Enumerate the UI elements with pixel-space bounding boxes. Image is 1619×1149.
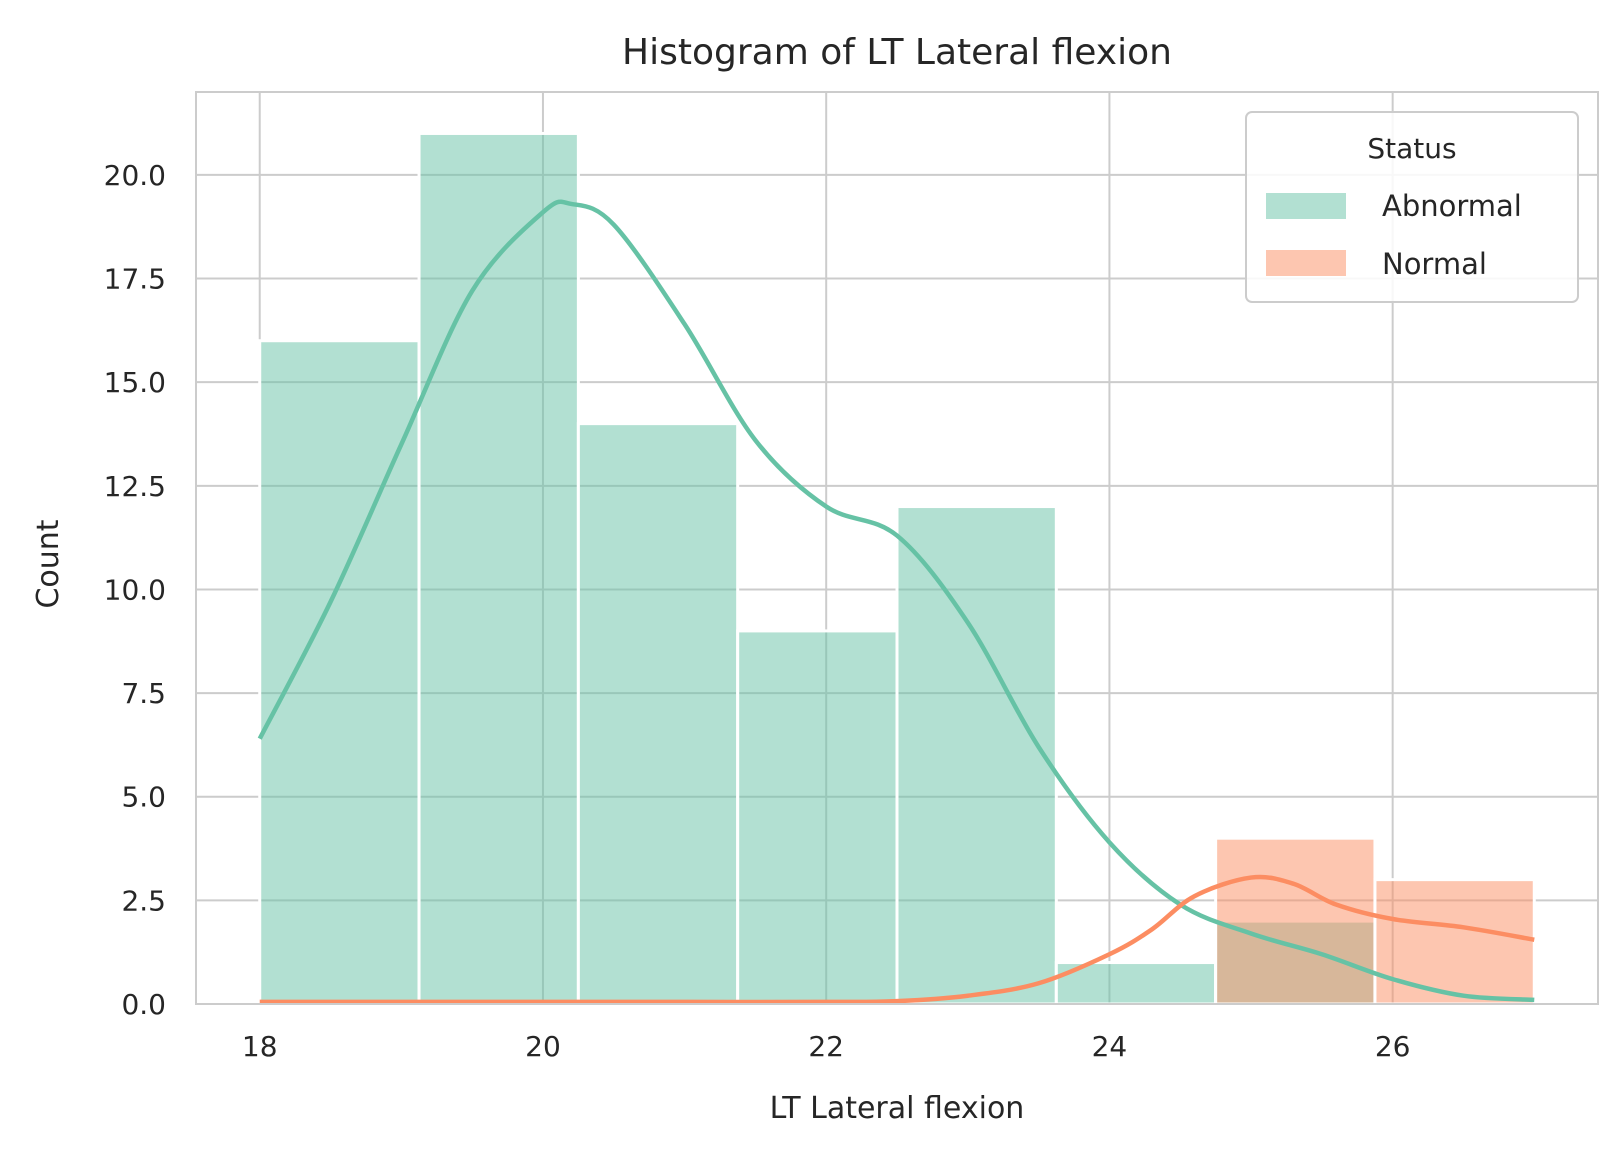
x-tick-label: 20 — [525, 1030, 561, 1063]
y-tick-label: 17.5 — [104, 263, 166, 296]
bar-abnormal-4 — [895, 505, 1058, 1006]
x-tick-label: 22 — [808, 1030, 844, 1063]
x-axis-ticks: 18 20 22 24 26 — [242, 1030, 1411, 1063]
y-tick-label: 20.0 — [104, 159, 166, 192]
plot-frame — [195, 91, 1599, 1005]
histogram-bars — [258, 131, 1536, 1006]
y-tick-label: 2.5 — [121, 884, 166, 917]
bar-abnormal-1 — [417, 131, 580, 1006]
kde-line-normal — [259, 874, 1535, 1005]
chart-title: Histogram of LT Lateral flexion — [622, 32, 1172, 73]
x-axis-label: LT Lateral flexion — [770, 1091, 1025, 1126]
legend: Status Abnormal Normal — [1245, 111, 1579, 303]
legend-label-normal: Normal — [1382, 247, 1487, 281]
y-axis-label: Count — [31, 519, 66, 608]
y-tick-label: 10.0 — [104, 573, 166, 606]
y-tick-label: 15.0 — [104, 366, 166, 399]
x-tick-label: 18 — [242, 1030, 278, 1063]
y-axis-ticks: 0.0 2.5 5.0 7.5 10.0 12.5 15.0 17.5 20.0 — [104, 159, 166, 1021]
bar-abnormal-3 — [736, 629, 899, 1006]
y-tick-label: 7.5 — [121, 677, 166, 710]
kde-line-abnormal — [257, 199, 1535, 1003]
bar-abnormal-0 — [258, 339, 421, 1006]
bar-abnormal-2 — [576, 422, 740, 1006]
legend-label-abnormal: Abnormal — [1382, 189, 1522, 223]
legend-title: Status — [1367, 132, 1456, 165]
x-tick-label: 24 — [1092, 1030, 1128, 1063]
y-tick-label: 5.0 — [121, 781, 166, 814]
legend-swatch-normal — [1266, 250, 1346, 276]
bar-normal-6 — [1214, 836, 1377, 1006]
kde-curves — [257, 199, 1535, 1005]
x-tick-label: 26 — [1375, 1030, 1411, 1063]
bar-normal-7 — [1373, 878, 1536, 1006]
y-tick-label: 0.0 — [121, 988, 166, 1021]
y-tick-label: 12.5 — [104, 470, 166, 503]
legend-swatch-abnormal — [1266, 193, 1346, 219]
